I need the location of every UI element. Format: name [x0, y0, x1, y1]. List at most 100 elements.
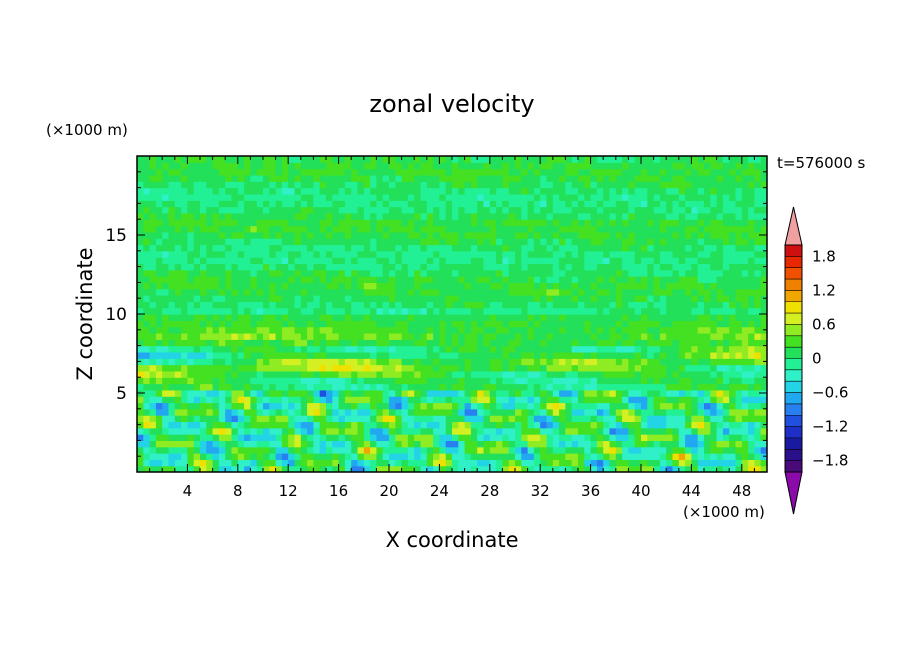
field-cell: [710, 396, 718, 404]
field-cell: [338, 440, 346, 448]
field-cell: [584, 231, 592, 239]
field-cell: [401, 440, 409, 448]
field-cell: [722, 307, 730, 315]
field-cell: [250, 193, 258, 201]
field-cell: [647, 295, 655, 302]
field-cell: [200, 238, 207, 246]
field-cell: [596, 440, 604, 448]
field-cell: [590, 434, 598, 441]
field-cell: [237, 453, 245, 460]
field-cell: [622, 383, 629, 391]
field-cell: [389, 162, 396, 170]
field-cell: [741, 434, 749, 441]
field-cell: [414, 415, 422, 423]
field-cell: [395, 446, 403, 454]
field-cell: [748, 364, 755, 372]
field-cell: [678, 212, 686, 220]
field-cell: [697, 156, 705, 163]
field-cell: [678, 206, 686, 214]
field-cell: [225, 250, 233, 258]
field-cell: [596, 206, 604, 214]
field-cell: [225, 465, 233, 472]
field-cell: [307, 465, 314, 472]
field-cell: [376, 434, 384, 441]
field-cell: [439, 181, 447, 189]
field-cell: [181, 364, 188, 372]
field-cell: [389, 269, 396, 277]
y-axis-label: Z coordinate: [73, 247, 97, 380]
field-cell: [357, 244, 365, 252]
field-cell: [149, 351, 157, 359]
field-cell: [735, 168, 743, 176]
field-cell: [615, 427, 623, 435]
field-cell: [722, 263, 730, 271]
field-cell: [143, 345, 151, 353]
field-cell: [527, 389, 535, 397]
field-cell: [382, 434, 390, 441]
field-cell: [401, 212, 409, 220]
field-cell: [137, 206, 144, 214]
field-cell: [540, 206, 548, 214]
field-cell: [168, 238, 176, 246]
field-cell: [326, 465, 333, 472]
field-cell: [483, 212, 491, 220]
field-cell: [420, 257, 428, 265]
field-cell: [212, 250, 220, 258]
field-cell: [193, 206, 201, 214]
field-cell: [540, 181, 548, 189]
field-cell: [596, 332, 604, 340]
field-cell: [735, 421, 743, 429]
field-cell: [187, 263, 195, 271]
field-cell: [445, 320, 453, 328]
field-cell: [433, 415, 440, 423]
field-cell: [678, 453, 686, 460]
field-cell: [307, 231, 314, 239]
field-cell: [760, 408, 767, 416]
field-cell: [263, 370, 270, 378]
field-cell: [332, 269, 340, 277]
field-cell: [300, 193, 308, 201]
field-cell: [609, 276, 617, 283]
field-cell: [174, 263, 182, 271]
field-cell: [187, 181, 195, 189]
field-cell: [376, 314, 384, 321]
field-cell: [300, 358, 308, 366]
field-cell: [578, 282, 585, 290]
field-cell: [565, 383, 573, 391]
field-cell: [615, 225, 623, 233]
field-cell: [477, 415, 485, 423]
field-cell: [559, 244, 566, 252]
field-cell: [344, 396, 352, 404]
field-cell: [452, 396, 459, 404]
field-cell: [250, 162, 258, 170]
field-cell: [389, 231, 396, 239]
field-cell: [609, 168, 617, 176]
field-cell: [502, 358, 510, 366]
field-cell: [533, 187, 541, 195]
field-cell: [275, 364, 283, 372]
field-cell: [552, 434, 560, 441]
field-cell: [584, 174, 592, 182]
field-cell: [263, 206, 270, 214]
field-cell: [319, 332, 327, 340]
field-cell: [218, 332, 226, 340]
field-cell: [332, 276, 340, 283]
field-cell: [641, 351, 648, 359]
field-cell: [540, 193, 548, 201]
field-cell: [414, 421, 422, 429]
field-cell: [313, 446, 321, 454]
field-cell: [370, 446, 377, 454]
field-cell: [326, 212, 333, 220]
field-cell: [326, 181, 333, 189]
field-cell: [578, 396, 585, 404]
field-cell: [452, 181, 459, 189]
field-cell: [263, 250, 270, 258]
field-cell: [641, 263, 648, 271]
field-cell: [313, 314, 321, 321]
field-cell: [231, 225, 239, 233]
field-cell: [143, 364, 151, 372]
field-cell: [193, 389, 201, 397]
field-cell: [527, 383, 535, 391]
field-cell: [200, 459, 207, 467]
field-cell: [344, 181, 352, 189]
